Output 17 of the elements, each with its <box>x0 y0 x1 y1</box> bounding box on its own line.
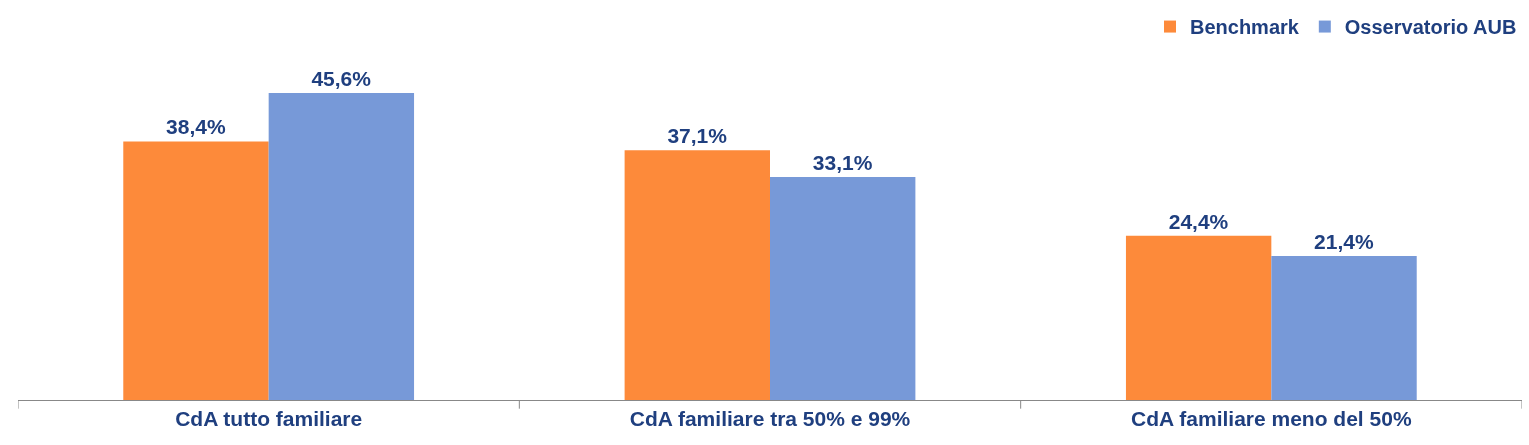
legend-label: Osservatorio AUB <box>1344 16 1517 39</box>
data-label: 21,4% <box>1314 229 1374 253</box>
bar <box>1125 235 1272 400</box>
data-label: 24,4% <box>1168 209 1229 233</box>
data-label: 45,6% <box>311 66 372 90</box>
bar <box>770 177 916 400</box>
legend-label: Benchmark <box>1190 16 1300 39</box>
data-label: 33,1% <box>812 151 873 175</box>
bar <box>1271 255 1417 400</box>
x-tick-label: CdA tutto familiare <box>175 407 363 431</box>
x-tick-label: CdA familiare tra 50% e 99% <box>629 407 911 431</box>
data-label: 37,1% <box>667 124 728 148</box>
bar <box>123 141 269 400</box>
bar <box>268 92 415 400</box>
x-tick-label: CdA familiare meno del 50% <box>1131 407 1412 431</box>
data-label: 38,4% <box>166 115 226 139</box>
bar <box>624 150 770 400</box>
